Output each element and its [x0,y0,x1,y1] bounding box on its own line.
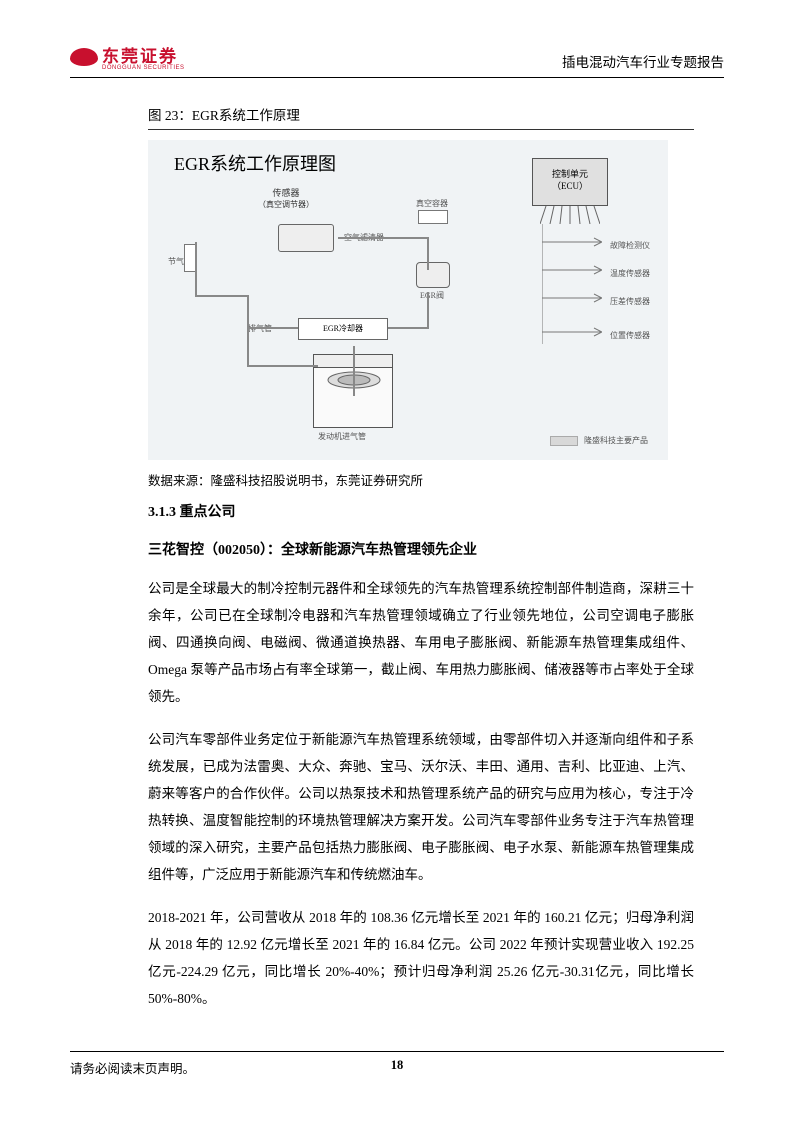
brand-name-en: DONGGUAN SECURITIES [102,65,185,71]
paragraph-2: 公司汽车零部件业务定位于新能源汽车热管理系统领域，由零部件切入并逐渐向组件和子系… [148,726,694,888]
diagram-title: EGR系统工作原理图 [174,150,336,176]
label-pos: 位置传感器 [610,330,650,341]
label-vacuum: 真空容器 [416,198,448,209]
sensor-lines-icon [542,224,602,344]
label-sensor-sub: （真空调节器） [258,199,314,210]
page-header: 东莞证券 DONGGUAN SECURITIES 插电混动汽车行业专题报告 [70,42,724,78]
figure-caption: 图 23：EGR系统工作原理 [148,104,694,130]
paragraph-1: 公司是全球最大的制冷控制元器件和全球领先的汽车热管理系统控制部件制造商，深耕三十… [148,575,694,710]
vacuum-part [418,210,448,224]
footer-disclaimer: 请务必阅读末页声明。 [70,1058,195,1077]
label-press: 压差传感器 [610,296,650,307]
brand-logo: 东莞证券 DONGGUAN SECURITIES [70,42,185,71]
diagram-legend: 隆盛科技主要产品 [550,435,648,446]
page-number: 18 [391,1058,404,1073]
figure-source: 数据来源：隆盛科技招股说明书，东莞证券研究所 [148,470,694,489]
page-content: 图 23：EGR系统工作原理 EGR系统工作原理图 控制单元 （ECU） 传感器… [148,104,694,1012]
page-footer: 请务必阅读末页声明。 18 [70,1051,724,1077]
logo-text-block: 东莞证券 DONGGUAN SECURITIES [102,42,185,71]
company-heading: 三花智控（002050）：全球新能源汽车热管理领先企业 [148,539,694,559]
ecu-label-2: （ECU） [533,181,607,193]
legend-text: 隆盛科技主要产品 [584,435,648,446]
report-title: 插电混动汽车行业专题报告 [562,51,724,71]
ecu-box: 控制单元 （ECU） [532,158,608,206]
logo-mark-icon [70,48,98,66]
label-intake: 发动机进气管 [318,431,366,442]
section-heading: 3.1.3 重点公司 [148,501,694,521]
label-temp: 温度传感器 [610,268,650,279]
label-sensor: 传感器 （真空调节器） [258,186,314,210]
label-sensor-main: 传感器 [258,186,314,199]
egr-diagram: EGR系统工作原理图 控制单元 （ECU） 传感器 （真空调节器） 节气阀 空气… [148,140,668,460]
brand-name-cn: 东莞证券 [102,47,178,66]
label-fault: 故障检测仪 [610,240,650,251]
legend-swatch-icon [550,436,578,446]
paragraph-3: 2018-2021 年，公司营收从 2018 年的 108.36 亿元增长至 2… [148,904,694,1012]
ecu-cables-icon [540,206,600,224]
ecu-label-1: 控制单元 [533,169,607,181]
pipe-lines-icon [188,236,468,406]
